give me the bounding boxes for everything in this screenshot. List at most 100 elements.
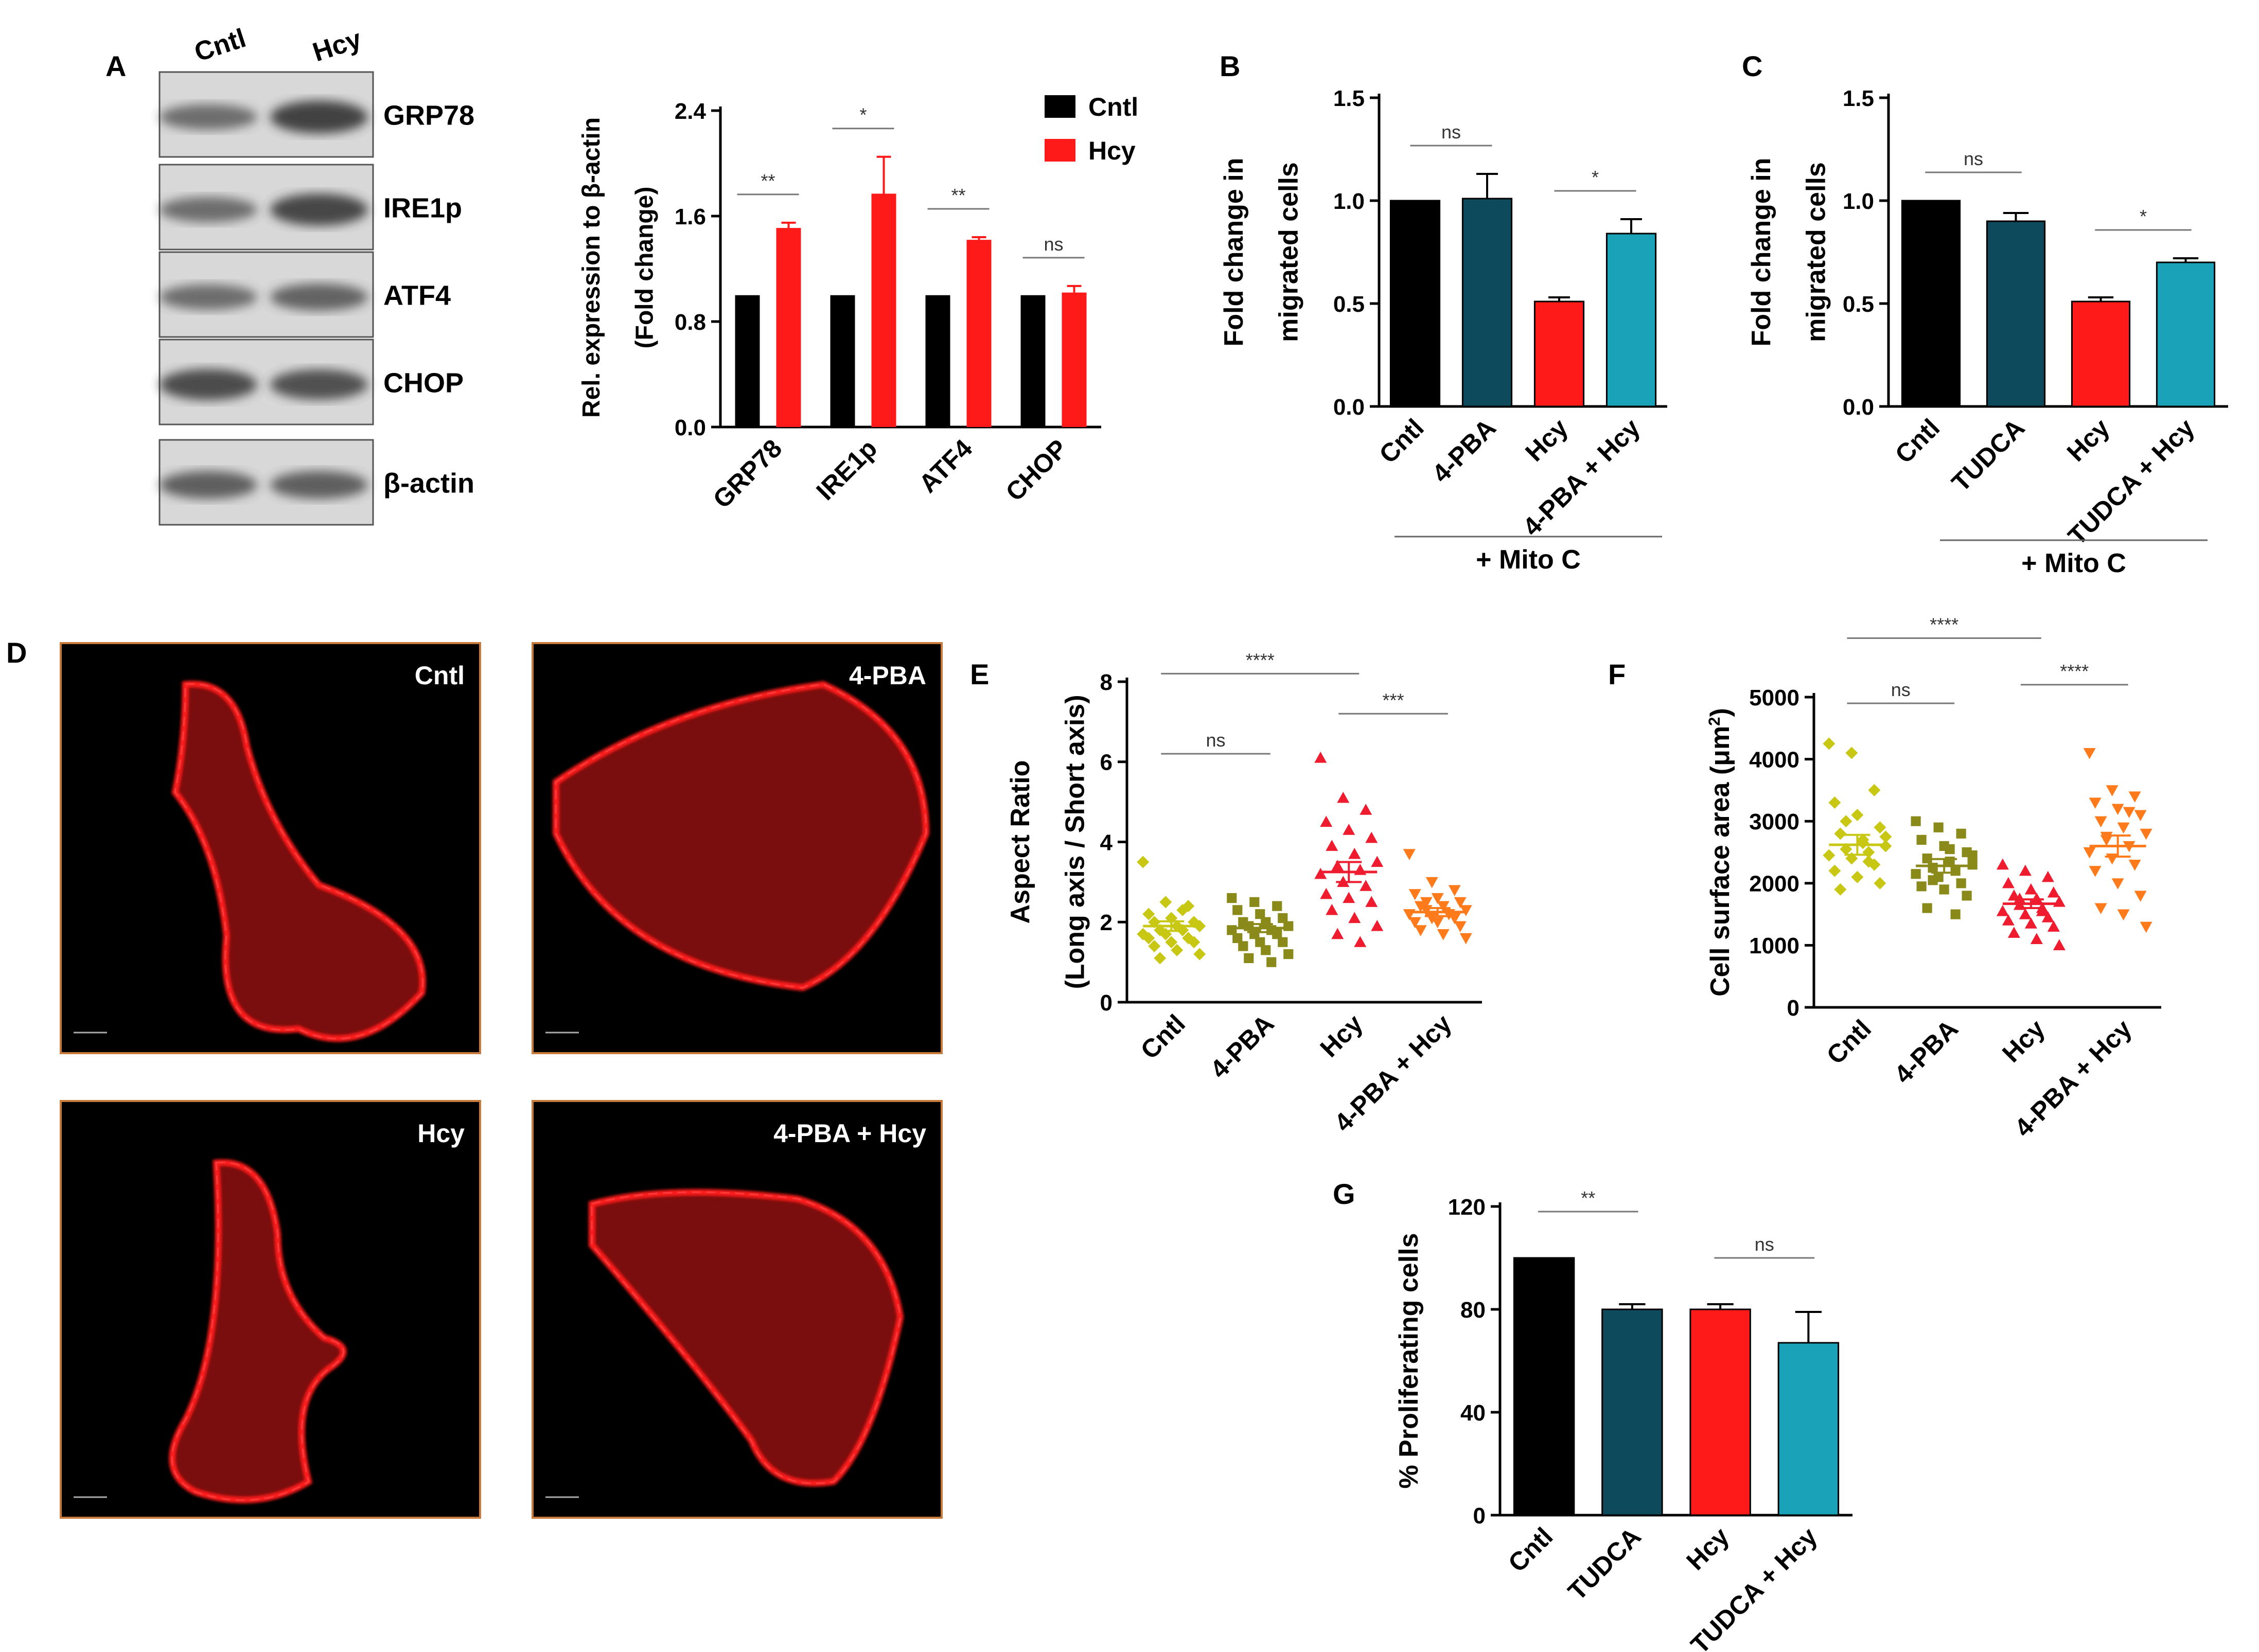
blot-band: [270, 283, 368, 311]
panel-label-g: G: [1333, 1178, 1355, 1210]
data-point: [1408, 889, 1421, 900]
data-point: [1371, 856, 1384, 867]
micrograph-grid: Cntl 4-PBA Hcy 4-PBA + Hcy: [60, 642, 943, 1519]
y-tick-label: 4000: [1749, 747, 1799, 772]
panel-label-c: C: [1742, 50, 1762, 82]
data-point: [1967, 850, 1978, 861]
blot-band: [270, 369, 368, 400]
y-tick-label: 1.0: [1843, 189, 1874, 214]
data-point: [1238, 941, 1248, 951]
data-point: [1255, 909, 1265, 919]
data-point: [2030, 933, 2043, 944]
cell-fibers: [174, 683, 424, 1040]
data-point: [1283, 921, 1294, 931]
data-point: [1343, 824, 1355, 835]
y-axis-title: % Proliferating cells: [1394, 1233, 1424, 1488]
data-point: [2094, 816, 2107, 828]
blot-protein-label: CHOP: [383, 368, 464, 399]
data-point: [1365, 896, 1378, 907]
blot-band: [160, 197, 257, 223]
data-point: [1840, 815, 1852, 828]
x-tick-label: 4-PBA: [1205, 1009, 1280, 1084]
y-tick-label: 4: [1100, 830, 1113, 855]
panel-label-b: B: [1220, 50, 1240, 82]
y-tick-label: 6: [1100, 750, 1113, 775]
data-point: [1244, 953, 1254, 963]
data-point: [1950, 909, 1961, 919]
y-tick-label: 0.8: [675, 310, 706, 335]
y-axis-title: Rel. expression to β-actin (Fold change): [578, 117, 659, 418]
data-point: [1331, 860, 1344, 871]
x-tick-label: 4-PBA: [1426, 413, 1502, 488]
significance-label: ****: [1246, 649, 1275, 670]
y-axis-title: Aspect Ratio (Long axis / Short axis): [1005, 695, 1090, 989]
bar: [966, 240, 992, 427]
micrograph-label: 4-PBA: [849, 661, 926, 690]
x-tick-label: Cntl: [1373, 413, 1429, 469]
panel-label-a: A: [105, 50, 126, 82]
blot-band: [270, 193, 368, 226]
y-tick-label: 1000: [1749, 933, 1799, 958]
legend-label: Hcy: [1088, 136, 1136, 165]
data-point: [2024, 917, 2037, 929]
significance-label: ns: [1441, 121, 1461, 143]
data-point: [1354, 936, 1367, 947]
y-axis-title: Fold change in migrated cells: [1219, 158, 1303, 347]
data-point: [2047, 920, 2060, 932]
bar: [1777, 1342, 1840, 1516]
x-tick-label: Cntl: [1821, 1014, 1877, 1070]
data-point: [1365, 831, 1378, 843]
data-point: [1950, 866, 1961, 876]
x-tick-label: 4-PBA: [1889, 1014, 1964, 1089]
data-point: [1945, 844, 1955, 855]
data-point: [1448, 913, 1461, 925]
data-point: [2024, 883, 2037, 895]
x-tick-label: TUDCA: [1562, 1522, 1646, 1606]
data-point: [1834, 883, 1847, 896]
data-point: [1320, 815, 1333, 827]
data-point: [1879, 830, 1892, 843]
data-point: [1314, 751, 1327, 763]
data-point: [1922, 903, 1932, 913]
x-tick-label: Cntl: [1135, 1009, 1191, 1064]
data-point: [1828, 864, 1841, 877]
data-point: [1448, 885, 1461, 896]
data-point: [1148, 939, 1161, 952]
data-point: [2089, 797, 2102, 809]
data-point: [2128, 791, 2141, 803]
y-tick-label: 0.5: [1333, 292, 1365, 317]
data-point: [1278, 913, 1288, 923]
bar: [1513, 1257, 1575, 1516]
data-point: [1343, 892, 1355, 903]
data-point: [2111, 804, 2124, 815]
data-point: [1165, 936, 1178, 949]
blot-protein-label: β-actin: [383, 468, 474, 499]
data-point: [2030, 892, 2043, 904]
bar: [1020, 295, 1046, 427]
significance-label: **: [951, 185, 965, 206]
data-point: [1823, 737, 1836, 750]
data-point: [1459, 905, 1472, 916]
data-point: [2013, 892, 2026, 904]
cell-fibers: [591, 1191, 902, 1484]
data-point: [1331, 928, 1344, 939]
data-point: [1142, 932, 1155, 945]
data-point: [2019, 908, 2032, 919]
x-tick-label: Hcy: [1997, 1014, 2051, 1068]
data-point: [2002, 877, 2015, 889]
bar: [1689, 1308, 1751, 1516]
data-point: [1408, 917, 1421, 929]
data-point: [1272, 901, 1282, 911]
data-point: [2117, 822, 2130, 834]
data-point: [1834, 827, 1847, 840]
data-point: [2002, 914, 2015, 926]
data-point: [1420, 897, 1433, 909]
data-point: [1337, 791, 1350, 803]
data-point: [1956, 878, 1966, 889]
panel-label-e: E: [970, 658, 989, 690]
data-point: [1348, 847, 1361, 859]
data-point: [1360, 880, 1372, 891]
chart-a-expression: 0.0 0.8 1.6 2.4 ** GRP78 * IRE1p ** ATF4 ns CHOP Rel…: [578, 93, 1138, 514]
data-point: [1261, 945, 1271, 955]
